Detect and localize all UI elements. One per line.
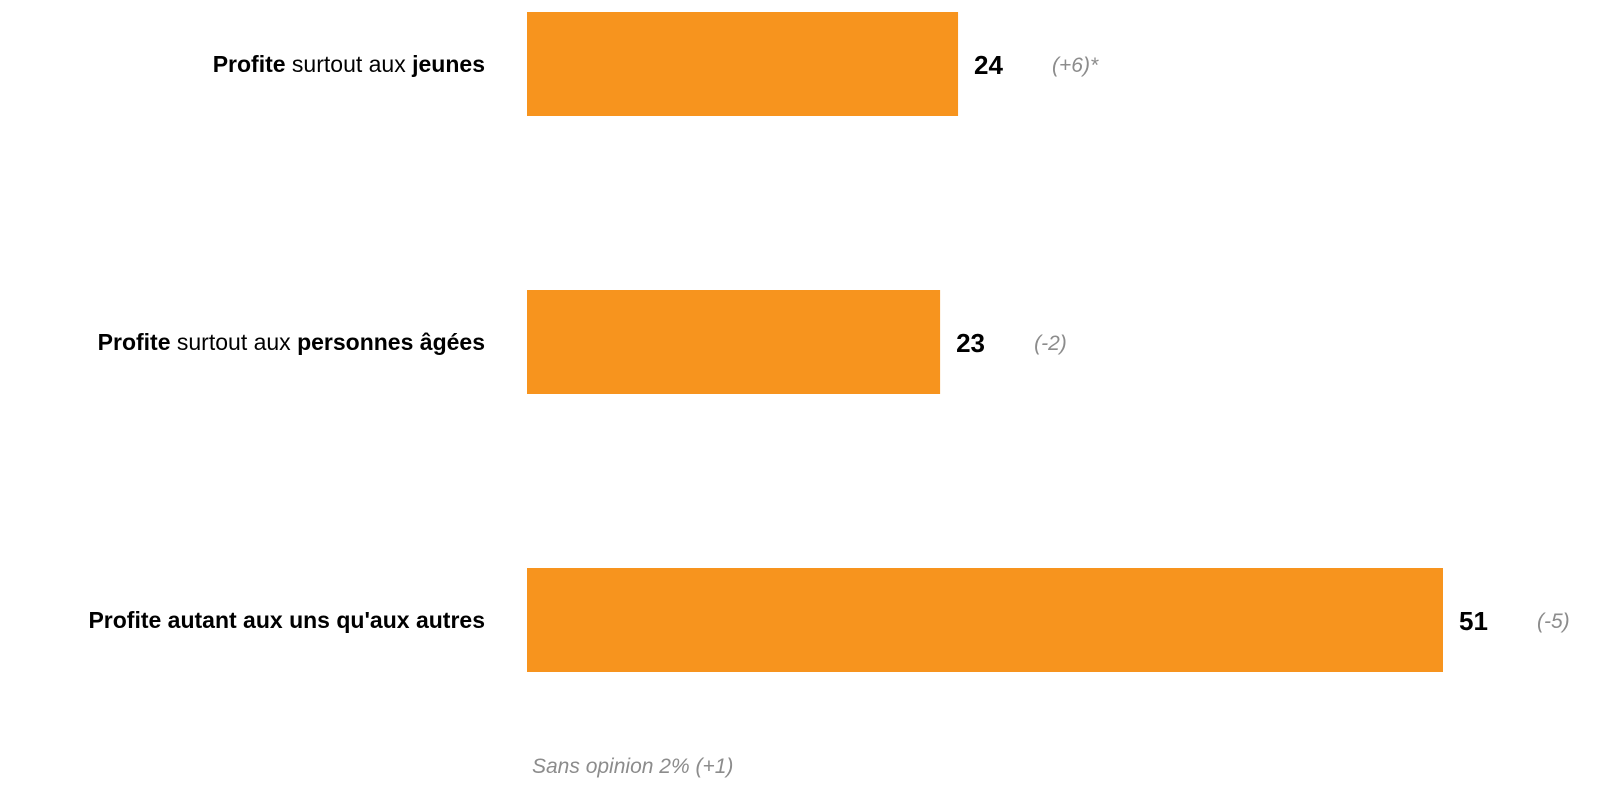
category-label-3: Profite autant aux uns qu'aux autres <box>88 607 485 633</box>
value-label-1: 24 <box>974 50 1003 80</box>
bar-1 <box>527 12 959 116</box>
category-label-1: Profite surtout aux jeunes <box>213 51 485 77</box>
bar-3 <box>527 568 1443 672</box>
change-label-1: (+6)* <box>1052 54 1099 77</box>
change-label-2: (-2) <box>1034 332 1067 355</box>
value-label-2: 23 <box>956 328 985 358</box>
value-label-3: 51 <box>1459 606 1488 636</box>
category-label-2: Profite surtout aux personnes âgées <box>98 329 485 355</box>
bar-2 <box>527 290 941 394</box>
change-label-3: (-5) <box>1537 610 1570 633</box>
footnote-sans-opinion: Sans opinion 2% (+1) <box>532 755 734 778</box>
